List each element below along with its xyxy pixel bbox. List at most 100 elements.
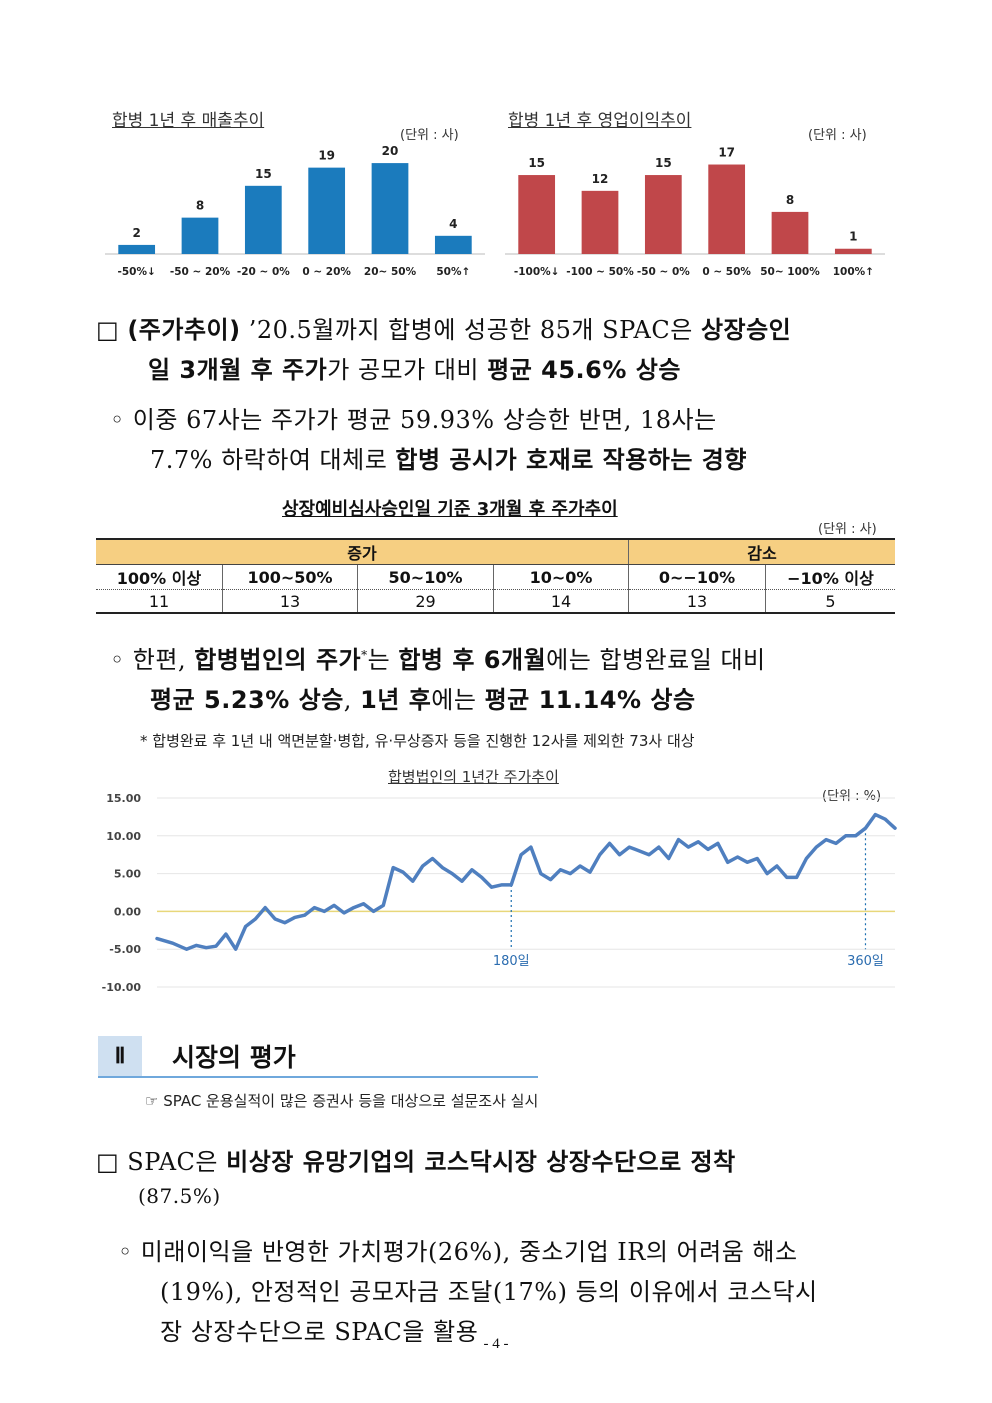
header-cell: 0~−10%: [628, 564, 766, 590]
operating-profit-chart: 15 -100%↓ 12 -100 ~ 50% 15 -50 ~ 0% 17 0 ~ 50% 8…: [505, 146, 885, 278]
category-label: -20 ~ 0%: [237, 266, 290, 278]
data-label: 12: [592, 172, 609, 186]
section-underline: [98, 1076, 538, 1078]
data-label: 19: [318, 149, 335, 163]
p3-i: 에는: [431, 686, 485, 714]
category-label: -100%↓: [514, 266, 560, 278]
sales-chart-unit: (단위 : 사): [400, 128, 459, 143]
reasons-paragraph-line3: 장 상장수단으로 SPAC을 활용: [160, 1318, 479, 1346]
category-label: 0 ~ 20%: [302, 266, 351, 278]
category-label: 20~ 50%: [364, 266, 417, 278]
para1-bold: 상장승인: [700, 316, 792, 344]
profit-chart-title: 합병 1년 후 영업이익추이: [508, 111, 692, 131]
group-decrease: 감소: [628, 538, 895, 565]
sales-chart-title: 합병 1년 후 매출추이: [112, 111, 265, 131]
bar: [181, 217, 219, 254]
value-cell: 29: [357, 589, 494, 614]
p4-b: 비상장 유망기업의 코스닥시장 상장수단으로 정착: [226, 1148, 736, 1176]
para1-text: ’20.5월까지 합병에 성공한 85개 SPAC은: [240, 316, 701, 344]
y-tick-label: -5.00: [109, 943, 141, 956]
bar: [434, 235, 472, 254]
data-label: 8: [786, 193, 794, 207]
bar: [518, 175, 556, 254]
data-label: 1: [849, 230, 857, 244]
bullet-paragraph-2-line2: 평균 5.23% 상승, 1년 후에는 평균 11.14% 상승: [150, 680, 696, 715]
footnote: * 합병완료 후 1년 내 액면분할·병합, 유·무상증자 등을 진행한 12사…: [140, 732, 695, 750]
data-label: 15: [655, 156, 672, 170]
spac-paragraph-line2: (87.5%): [138, 1184, 221, 1208]
sales-trend-chart: 2 -50%↓ 8 -50 ~ 20% 15 -20 ~ 0% 19 0 ~ 20% 20 20~…: [105, 144, 485, 278]
p3-sup: *: [361, 648, 368, 662]
stock-price-line-chart: 15.00 10.00 5.00 0.00 -5.00 -10.00 180일 360일: [102, 792, 897, 994]
stock-trend-paragraph-line2: 일 3개월 후 주가가 공모가 대비 평균 45.6% 상승: [148, 350, 681, 385]
category-label: 50~ 100%: [760, 266, 820, 278]
data-label: 17: [718, 146, 735, 160]
value-cell: 14: [493, 589, 629, 614]
bar: [834, 248, 872, 254]
table-unit: (단위 : 사): [818, 522, 877, 537]
data-label: 15: [528, 156, 545, 170]
category-label: -50 ~ 20%: [170, 266, 231, 278]
category-label: 0 ~ 50%: [702, 266, 751, 278]
para2-bold: 합병 공시가 호재로 작용하는 경향: [395, 446, 747, 474]
bar: [244, 185, 282, 254]
bar: [708, 164, 746, 254]
group-increase: 증가: [96, 538, 629, 565]
page-number: - 4 -: [483, 1336, 509, 1352]
category-label: -50%↓: [118, 266, 156, 278]
header-cell: −10% 이상: [765, 564, 895, 590]
header-cell: 50~10%: [357, 564, 494, 590]
table-title: 상장예비심사승인일 기준 3개월 후 주가추이: [282, 499, 618, 520]
bullet-paragraph-2: ◦ 한편, 합병법인의 주가*는 합병 후 6개월에는 합병완료일 대비: [110, 640, 766, 675]
p3-h: 1년 후: [360, 686, 432, 714]
y-tick-label: 0.00: [114, 905, 141, 918]
data-label: 20: [382, 144, 399, 158]
line-chart-unit: (단위 : %): [822, 789, 882, 804]
value-cell: 13: [222, 589, 358, 614]
marker-label: 360일: [847, 954, 884, 969]
section-number: Ⅱ: [98, 1036, 142, 1076]
section-note: ☞ SPAC 운용실적이 많은 증권사 등을 대상으로 설문조사 실시: [145, 1092, 539, 1110]
section-title: 시장의 평가: [172, 1043, 296, 1072]
bar: [308, 167, 346, 254]
bar: [581, 190, 619, 254]
bullet-paragraph-1-line2: 7.7% 하락하여 대체로 합병 공시가 호재로 작용하는 경향: [150, 440, 747, 475]
header-cell: 10~0%: [493, 564, 629, 590]
checkbox-icon: □: [96, 316, 120, 344]
stock-trend-paragraph: □ (주가추이) ’20.5월까지 합병에 성공한 85개 SPAC은 상장승인: [96, 310, 791, 345]
p3-c: 는: [367, 646, 399, 674]
spac-paragraph: □ SPAC은 비상장 유망기업의 코스닥시장 상장수단으로 정착: [96, 1142, 736, 1177]
category-label: 50%↑: [436, 266, 470, 278]
category-label: 100%↑: [833, 266, 874, 278]
value-cell: 13: [628, 589, 766, 614]
p4-a: □ SPAC은: [96, 1148, 227, 1176]
data-label: 8: [196, 199, 204, 213]
p3-j: 평균 11.14% 상승: [484, 686, 696, 714]
y-tick-label: 15.00: [106, 792, 141, 805]
para1-bold3: 평균 45.6% 상승: [487, 356, 681, 384]
marker-label: 180일: [493, 954, 530, 969]
bar: [118, 244, 156, 254]
bullet-paragraph-1: ◦ 이중 67사는 주가가 평균 59.93% 상승한 반면, 18사는: [110, 406, 717, 434]
bar: [771, 211, 809, 254]
para1-heading: (주가추이): [127, 316, 241, 344]
para1-bold2: 일 3개월 후 주가: [148, 356, 328, 384]
y-tick-label: 5.00: [114, 868, 141, 881]
value-cell: 5: [765, 589, 895, 614]
category-label: -100 ~ 50%: [566, 266, 634, 278]
line-chart-title: 합병법인의 1년간 주가추이: [388, 768, 559, 786]
reasons-paragraph-line1: ◦ 미래이익을 반영한 가치평가(26%), 중소기업 IR의 어려움 해소: [118, 1238, 798, 1266]
data-label: 4: [449, 217, 457, 231]
p3-f: 평균 5.23% 상승: [150, 686, 344, 714]
data-label: 15: [255, 167, 272, 181]
p3-g: ,: [343, 686, 361, 714]
stock-trend-table: 증가 감소 100% 이상 100~50% 50~10% 10~0% 0~−10…: [96, 538, 895, 614]
p3-a: ◦ 한편,: [110, 646, 195, 674]
profit-chart-unit: (단위 : 사): [808, 128, 867, 143]
y-tick-label: -10.00: [102, 981, 142, 994]
reasons-paragraph-line2: (19%), 안정적인 공모자금 조달(17%) 등의 이유에서 코스닥시: [160, 1278, 818, 1306]
bar: [371, 163, 409, 254]
header-cell: 100~50%: [222, 564, 358, 590]
value-cell: 11: [96, 589, 223, 614]
p3-e: 에는 합병완료일 대비: [546, 646, 766, 674]
